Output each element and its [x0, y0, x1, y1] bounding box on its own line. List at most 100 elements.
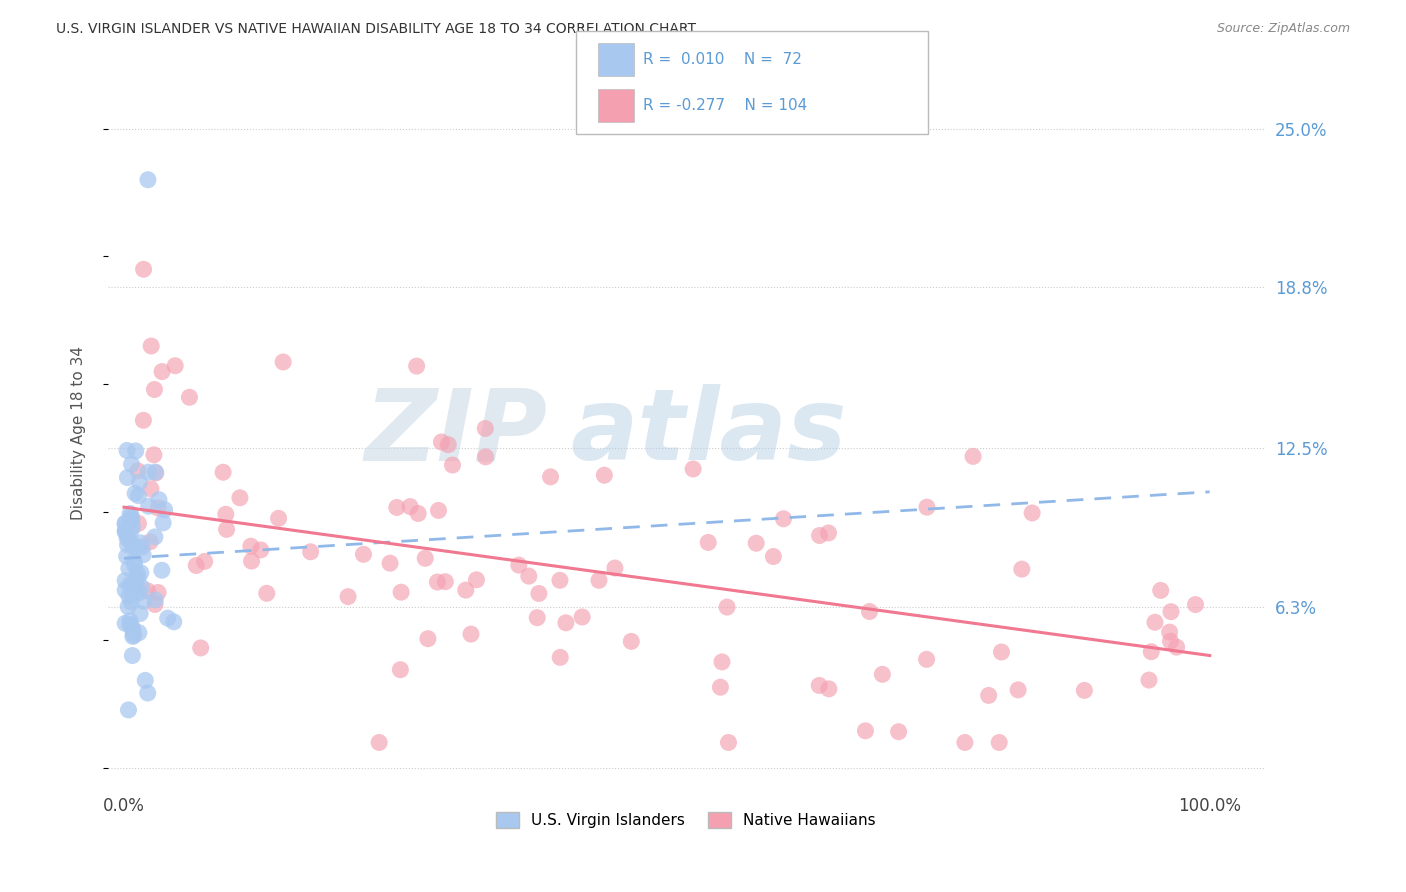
- Point: [117, 470, 139, 484]
- Point: [152, 516, 174, 530]
- Point: [240, 554, 263, 568]
- Point: [121, 580, 143, 594]
- Point: [915, 500, 938, 515]
- Point: [239, 539, 262, 553]
- Point: [124, 558, 146, 572]
- Point: [430, 435, 453, 450]
- Point: [212, 465, 235, 479]
- Point: [114, 517, 136, 532]
- Point: [267, 511, 290, 525]
- Point: [186, 558, 208, 573]
- Point: [127, 566, 149, 581]
- Point: [118, 589, 141, 603]
- Point: [190, 640, 212, 655]
- Text: Source: ZipAtlas.com: Source: ZipAtlas.com: [1216, 22, 1350, 36]
- Point: [406, 507, 429, 521]
- Point: [114, 516, 136, 530]
- Point: [114, 583, 136, 598]
- Point: [121, 620, 143, 634]
- Point: [716, 600, 738, 615]
- Point: [143, 530, 166, 544]
- Point: [872, 667, 894, 681]
- Point: [121, 512, 143, 526]
- Point: [117, 599, 139, 614]
- Point: [153, 502, 176, 516]
- Point: [132, 548, 155, 562]
- Point: [125, 573, 148, 587]
- Point: [593, 468, 616, 483]
- Point: [122, 624, 145, 639]
- Point: [134, 673, 156, 688]
- Point: [148, 492, 170, 507]
- Point: [413, 551, 436, 566]
- Point: [129, 607, 152, 621]
- Point: [1011, 562, 1033, 576]
- Point: [143, 383, 166, 397]
- Point: [120, 524, 142, 539]
- Point: [808, 678, 831, 692]
- Point: [118, 617, 141, 632]
- Point: [1160, 634, 1182, 648]
- Point: [977, 689, 1000, 703]
- Point: [146, 501, 169, 516]
- Point: [855, 723, 877, 738]
- Point: [115, 443, 138, 458]
- Point: [128, 625, 150, 640]
- Point: [156, 611, 179, 625]
- Point: [150, 365, 173, 379]
- Point: [249, 543, 271, 558]
- Point: [127, 516, 149, 531]
- Point: [527, 586, 550, 600]
- Point: [571, 610, 593, 624]
- Point: [136, 686, 159, 700]
- Point: [474, 421, 496, 435]
- Point: [118, 614, 141, 628]
- Point: [353, 547, 375, 561]
- Point: [460, 627, 482, 641]
- Text: R = -0.277    N = 104: R = -0.277 N = 104: [643, 98, 807, 113]
- Point: [454, 583, 477, 598]
- Point: [127, 571, 149, 585]
- Legend: U.S. Virgin Islanders, Native Hawaiians: U.S. Virgin Islanders, Native Hawaiians: [489, 806, 882, 834]
- Y-axis label: Disability Age 18 to 34: Disability Age 18 to 34: [72, 346, 86, 520]
- Point: [120, 513, 142, 527]
- Point: [1143, 615, 1166, 630]
- Point: [441, 458, 464, 472]
- Point: [122, 554, 145, 568]
- Point: [122, 628, 145, 642]
- Point: [299, 545, 322, 559]
- Point: [416, 632, 439, 646]
- Point: [389, 663, 412, 677]
- Point: [1150, 583, 1173, 598]
- Point: [117, 538, 139, 552]
- Point: [122, 580, 145, 594]
- Point: [114, 574, 136, 588]
- Point: [389, 585, 412, 599]
- Point: [115, 525, 138, 540]
- Text: ZIP: ZIP: [364, 384, 547, 482]
- Point: [1160, 605, 1182, 619]
- Point: [120, 581, 142, 595]
- Point: [138, 500, 160, 514]
- Point: [508, 558, 530, 573]
- Point: [772, 512, 794, 526]
- Point: [817, 525, 839, 540]
- Point: [121, 537, 143, 551]
- Point: [1184, 598, 1206, 612]
- Point: [271, 355, 294, 369]
- Point: [114, 616, 136, 631]
- Point: [136, 583, 159, 598]
- Point: [1021, 506, 1043, 520]
- Point: [143, 598, 166, 612]
- Point: [229, 491, 252, 505]
- Point: [990, 645, 1012, 659]
- Text: R =  0.010    N =  72: R = 0.010 N = 72: [643, 52, 801, 67]
- Point: [114, 524, 136, 538]
- Point: [129, 536, 152, 550]
- Point: [399, 500, 422, 514]
- Point: [120, 508, 142, 523]
- Point: [128, 586, 150, 600]
- Point: [385, 500, 408, 515]
- Point: [682, 462, 704, 476]
- Point: [548, 574, 571, 588]
